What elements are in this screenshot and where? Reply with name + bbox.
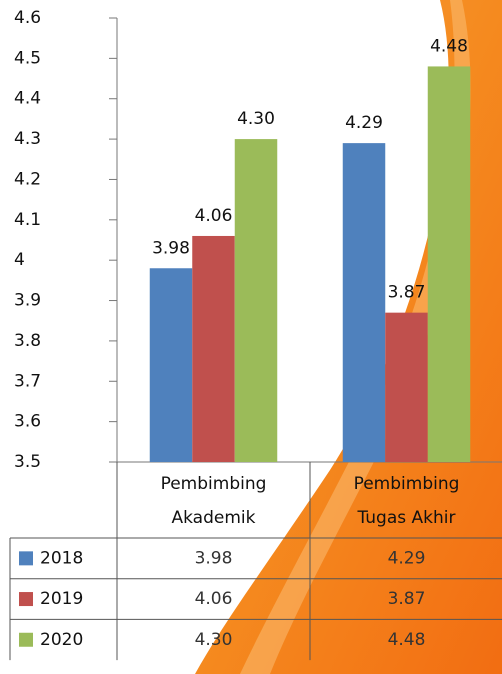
bar — [428, 66, 471, 462]
bar — [235, 139, 278, 462]
bar — [343, 143, 386, 462]
legend-label: 2019 — [40, 589, 83, 609]
legend-swatch — [19, 551, 33, 565]
data-label: 4.30 — [237, 109, 275, 129]
bar — [192, 236, 235, 462]
y-tick-label: 3.5 — [14, 452, 41, 472]
table-cell: 3.87 — [388, 589, 426, 609]
table-cell: 4.29 — [388, 548, 426, 568]
y-tick-label: 4.6 — [14, 8, 41, 28]
bar — [385, 313, 428, 462]
legend-swatch — [19, 592, 33, 606]
y-tick-label: 4.2 — [14, 169, 41, 189]
data-label: 4.48 — [430, 36, 468, 56]
data-label: 4.29 — [345, 113, 383, 133]
table-cell: 4.48 — [388, 630, 426, 650]
data-label: 3.98 — [152, 238, 190, 258]
y-tick-label: 4.5 — [14, 48, 41, 68]
table-cell: 4.30 — [195, 630, 233, 650]
y-tick-label: 4.4 — [14, 89, 41, 109]
y-tick-label: 4.3 — [14, 129, 41, 149]
y-tick-label: 3.7 — [14, 371, 41, 391]
data-label: 3.87 — [388, 283, 426, 303]
table-cell: 3.98 — [195, 548, 233, 568]
table-cell: 4.06 — [195, 589, 233, 609]
y-tick-label: 3.8 — [14, 331, 41, 351]
y-tick-label: 3.9 — [14, 291, 41, 311]
legend-label: 2018 — [40, 548, 83, 568]
page: 3.5 3.6 3.7 3.8 3.9 4 4.1 4.2 4.3 4.4 4.5 4.6 Pembim… — [0, 0, 502, 674]
y-tick-label: 3.6 — [14, 412, 41, 432]
bar — [150, 268, 193, 462]
chart: 3.5 3.6 3.7 3.8 3.9 4 4.1 4.2 4.3 4.4 4.5 4.6 Pembim… — [0, 0, 502, 674]
legend-swatch — [19, 633, 33, 647]
data-label: 4.06 — [195, 206, 233, 226]
y-tick-label: 4.1 — [14, 210, 41, 230]
y-tick-label: 4 — [14, 250, 25, 270]
legend-label: 2020 — [40, 630, 83, 650]
